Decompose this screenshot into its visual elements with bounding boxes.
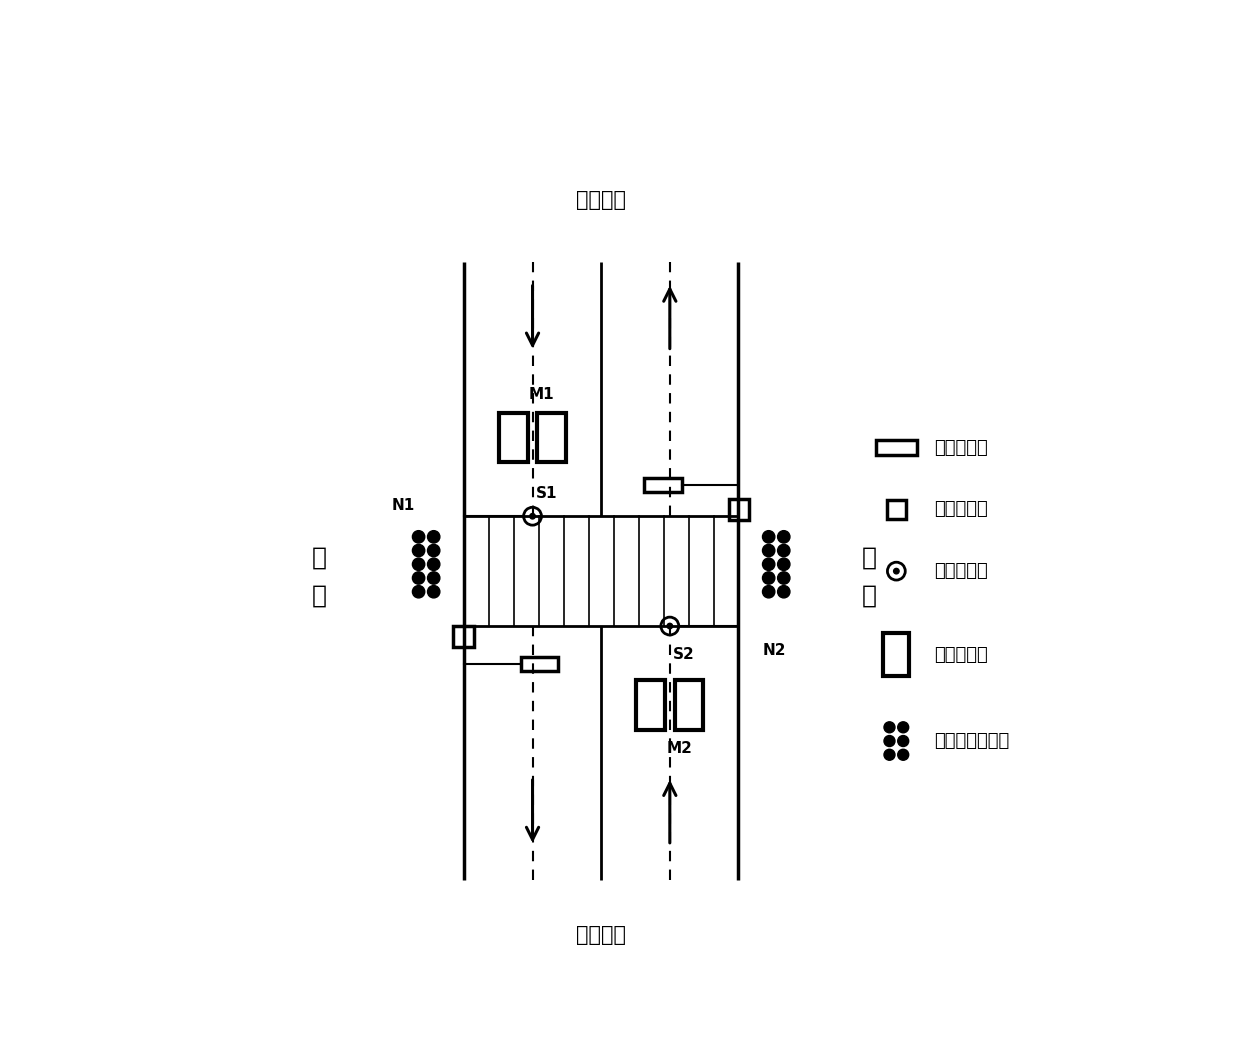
Text: 侧: 侧 [862,584,877,607]
Circle shape [777,572,790,585]
Circle shape [413,586,425,597]
Circle shape [898,749,909,760]
Text: 侧: 侧 [312,584,327,607]
Circle shape [428,586,440,597]
Circle shape [428,572,440,585]
Circle shape [667,623,672,629]
Bar [644,478,682,492]
Circle shape [763,544,775,557]
Circle shape [763,586,775,597]
Text: 路口红综灯: 路口红综灯 [934,439,988,457]
Circle shape [413,572,425,585]
Bar [498,412,528,462]
Circle shape [763,572,775,585]
Circle shape [413,530,425,543]
Text: S1: S1 [536,486,558,501]
Bar [636,680,665,729]
Text: N1: N1 [392,497,415,512]
Text: 右: 右 [862,545,877,570]
Text: 路口摄像头: 路口摄像头 [934,562,988,580]
Circle shape [428,530,440,543]
Text: 下行方向: 下行方向 [577,925,626,945]
Text: 左: 左 [312,545,327,570]
Circle shape [884,749,895,760]
Circle shape [777,558,790,571]
Text: 上行方向: 上行方向 [577,190,626,210]
Text: M1: M1 [529,387,554,402]
Text: S2: S2 [673,646,694,661]
Bar [729,499,749,520]
Text: N2: N2 [763,643,786,658]
Circle shape [884,722,895,732]
Text: 等待的车辆: 等待的车辆 [934,645,988,663]
Circle shape [777,544,790,557]
Circle shape [894,569,899,574]
Circle shape [898,736,909,746]
Bar [887,500,906,519]
Bar [453,626,474,646]
Circle shape [884,736,895,746]
Text: M2: M2 [666,741,692,756]
Circle shape [763,530,775,543]
Bar [537,412,567,462]
Bar [675,680,703,729]
Circle shape [413,558,425,571]
Circle shape [428,558,440,571]
Circle shape [763,558,775,571]
Circle shape [777,530,790,543]
Circle shape [428,544,440,557]
Bar [883,634,909,676]
Circle shape [529,513,536,519]
Text: 等待的行人队列: 等待的行人队列 [934,732,1009,750]
Circle shape [413,544,425,557]
Circle shape [898,722,909,732]
Circle shape [777,586,790,597]
Bar [875,440,916,455]
Text: 人行红综灯: 人行红综灯 [934,501,988,519]
Bar [521,657,558,671]
